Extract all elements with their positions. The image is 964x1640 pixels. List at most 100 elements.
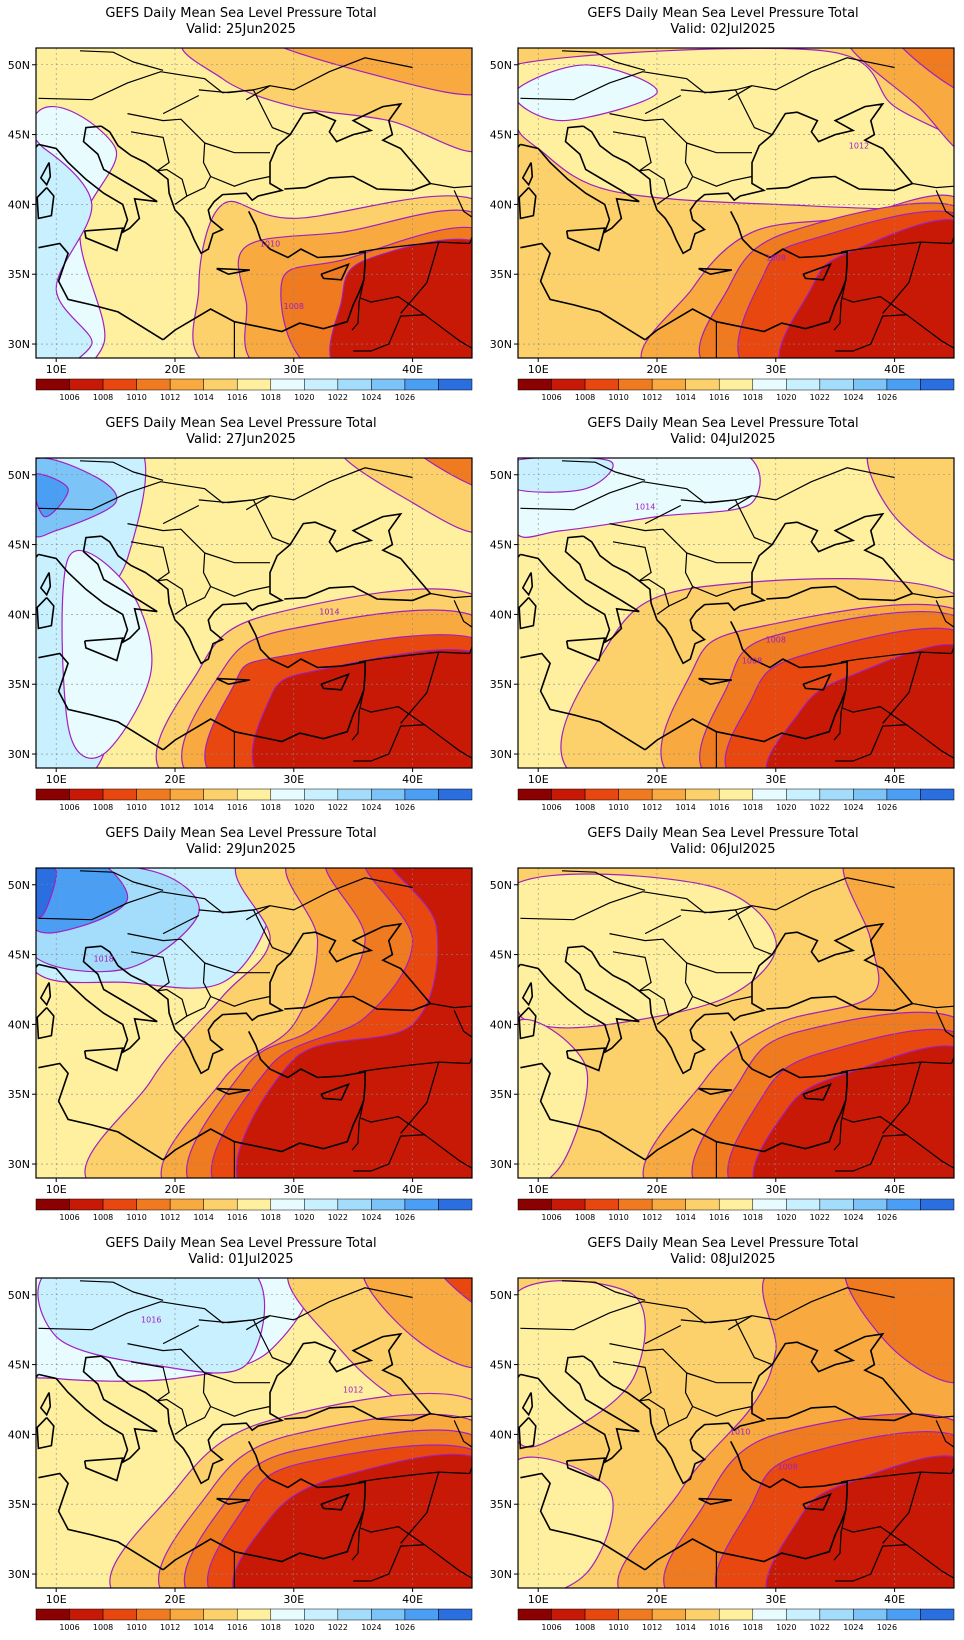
coastline <box>802 1083 832 1101</box>
pressure-band <box>343 458 472 533</box>
coastline <box>38 242 164 341</box>
contour-label: 1016 <box>141 1316 161 1325</box>
panel-valid-date: Valid: 08Jul2025 <box>670 1252 776 1267</box>
colorbar-label: 1006 <box>59 393 79 402</box>
lat-tick-label: 30N <box>490 748 512 761</box>
border-line <box>680 909 773 956</box>
pressure-map: 50N 45N 40N 35N 30N 10E 20E 30E 40E 1006 1008 1010 1… <box>490 867 955 1222</box>
contour-label: 1012 <box>343 1386 363 1395</box>
lon-tick-label: 20E <box>647 363 668 376</box>
border-line <box>894 592 954 601</box>
pressure-map: 1010 1008 50N 45N 40N 35N 30N 10E 20E 30E 40E 1006 1… <box>8 47 473 402</box>
pressure-band <box>844 1278 954 1384</box>
colorbar-label: 1014 <box>194 393 214 402</box>
colorbar-label: 1026 <box>877 803 897 812</box>
lat-tick-label: 45N <box>8 1359 30 1372</box>
coastline <box>83 637 124 662</box>
border-line <box>686 552 752 564</box>
colorbar-label: 1016 <box>709 803 729 812</box>
colorbar-label: 1014 <box>676 1213 696 1222</box>
colorbar-swatch <box>718 1608 754 1621</box>
colorbar-swatch <box>337 378 372 391</box>
coastline <box>521 982 534 1007</box>
coastline <box>521 162 534 187</box>
colorbar-swatch <box>371 788 406 801</box>
colorbar-swatch <box>853 788 888 801</box>
colorbar-swatch <box>786 378 821 391</box>
coastline <box>38 1062 164 1161</box>
colorbar-swatch <box>584 788 619 801</box>
lat-tick-label: 50N <box>490 1289 512 1302</box>
border-line <box>906 724 954 759</box>
colorbar-label: 1006 <box>59 1623 79 1632</box>
coastline <box>644 621 848 751</box>
coastline <box>802 673 832 691</box>
colorbar-swatch <box>618 378 653 391</box>
colorbar-swatch <box>853 378 888 391</box>
border-line <box>424 1544 472 1579</box>
coastline <box>83 1047 124 1072</box>
border-line <box>400 241 440 314</box>
panel-title: GEFS Daily Mean Sea Level Pressure Total <box>587 1236 859 1251</box>
colorbar-label: 1016 <box>709 1213 729 1222</box>
border-line <box>612 541 652 582</box>
colorbar-swatch <box>203 1608 238 1621</box>
border-line <box>130 951 170 992</box>
coastline <box>520 125 640 235</box>
lat-tick-label: 40N <box>8 608 30 621</box>
colorbar-swatch <box>685 1198 720 1211</box>
border-line <box>351 279 365 331</box>
colorbar-swatch <box>584 378 619 391</box>
colorbar-swatch <box>651 378 686 391</box>
border-line <box>612 1361 652 1402</box>
colorbar-swatch <box>102 1608 137 1621</box>
colorbar-swatch <box>35 1608 70 1621</box>
colorbar-label: 1016 <box>227 1623 247 1632</box>
coastline <box>520 1472 646 1571</box>
colorbar-swatch <box>69 788 104 801</box>
lon-tick-label: 30E <box>765 363 786 376</box>
colorbar-label: 1022 <box>810 1623 830 1632</box>
border-line <box>841 241 952 253</box>
lat-tick-label: 50N <box>490 469 512 482</box>
colorbar-label: 1016 <box>227 1213 247 1222</box>
colorbar-swatch <box>270 1198 305 1211</box>
colorbar-label: 1018 <box>261 1623 281 1632</box>
colorbar-label: 1006 <box>541 1623 561 1632</box>
pressure-band <box>765 1455 954 1588</box>
colorbar-label: 1026 <box>395 1213 415 1222</box>
colorbar-label: 1006 <box>541 393 561 402</box>
lon-tick-label: 10E <box>528 1183 549 1196</box>
lon-tick-label: 30E <box>283 773 304 786</box>
colorbar-label: 1024 <box>361 1623 381 1632</box>
lat-tick-label: 45N <box>490 949 512 962</box>
colorbar-label: 1008 <box>93 803 113 812</box>
border-line <box>353 705 427 762</box>
border-line <box>692 585 753 597</box>
border-line <box>906 314 954 349</box>
lon-tick-label: 10E <box>46 773 67 786</box>
lat-tick-label: 40N <box>490 1428 512 1441</box>
border-line <box>351 689 365 741</box>
coastline <box>38 535 158 645</box>
colorbar-swatch <box>685 788 720 801</box>
colorbar-label: 1026 <box>877 1623 897 1632</box>
lon-tick-label: 40E <box>402 773 423 786</box>
lon-tick-label: 40E <box>884 773 905 786</box>
lon-tick-label: 10E <box>46 363 67 376</box>
colorbar-label: 1010 <box>126 1623 146 1632</box>
border-line <box>130 1361 170 1402</box>
lat-tick-label: 35N <box>490 1088 512 1101</box>
colorbar-swatch <box>551 1198 586 1211</box>
coastline <box>100 512 432 665</box>
border-line <box>162 1324 200 1345</box>
lon-tick-label: 40E <box>884 1593 905 1606</box>
colorbar-swatch <box>752 1608 787 1621</box>
colorbar-swatch <box>752 788 787 801</box>
panel-valid-date: Valid: 29Jun2025 <box>186 842 296 857</box>
coastline <box>39 1392 52 1417</box>
map-panel: GEFS Daily Mean Sea Level Pressure Total… <box>482 820 964 1230</box>
border-line <box>359 1061 470 1073</box>
contour-label: 1018 <box>94 955 114 964</box>
colorbar-label: 1018 <box>261 1213 281 1222</box>
